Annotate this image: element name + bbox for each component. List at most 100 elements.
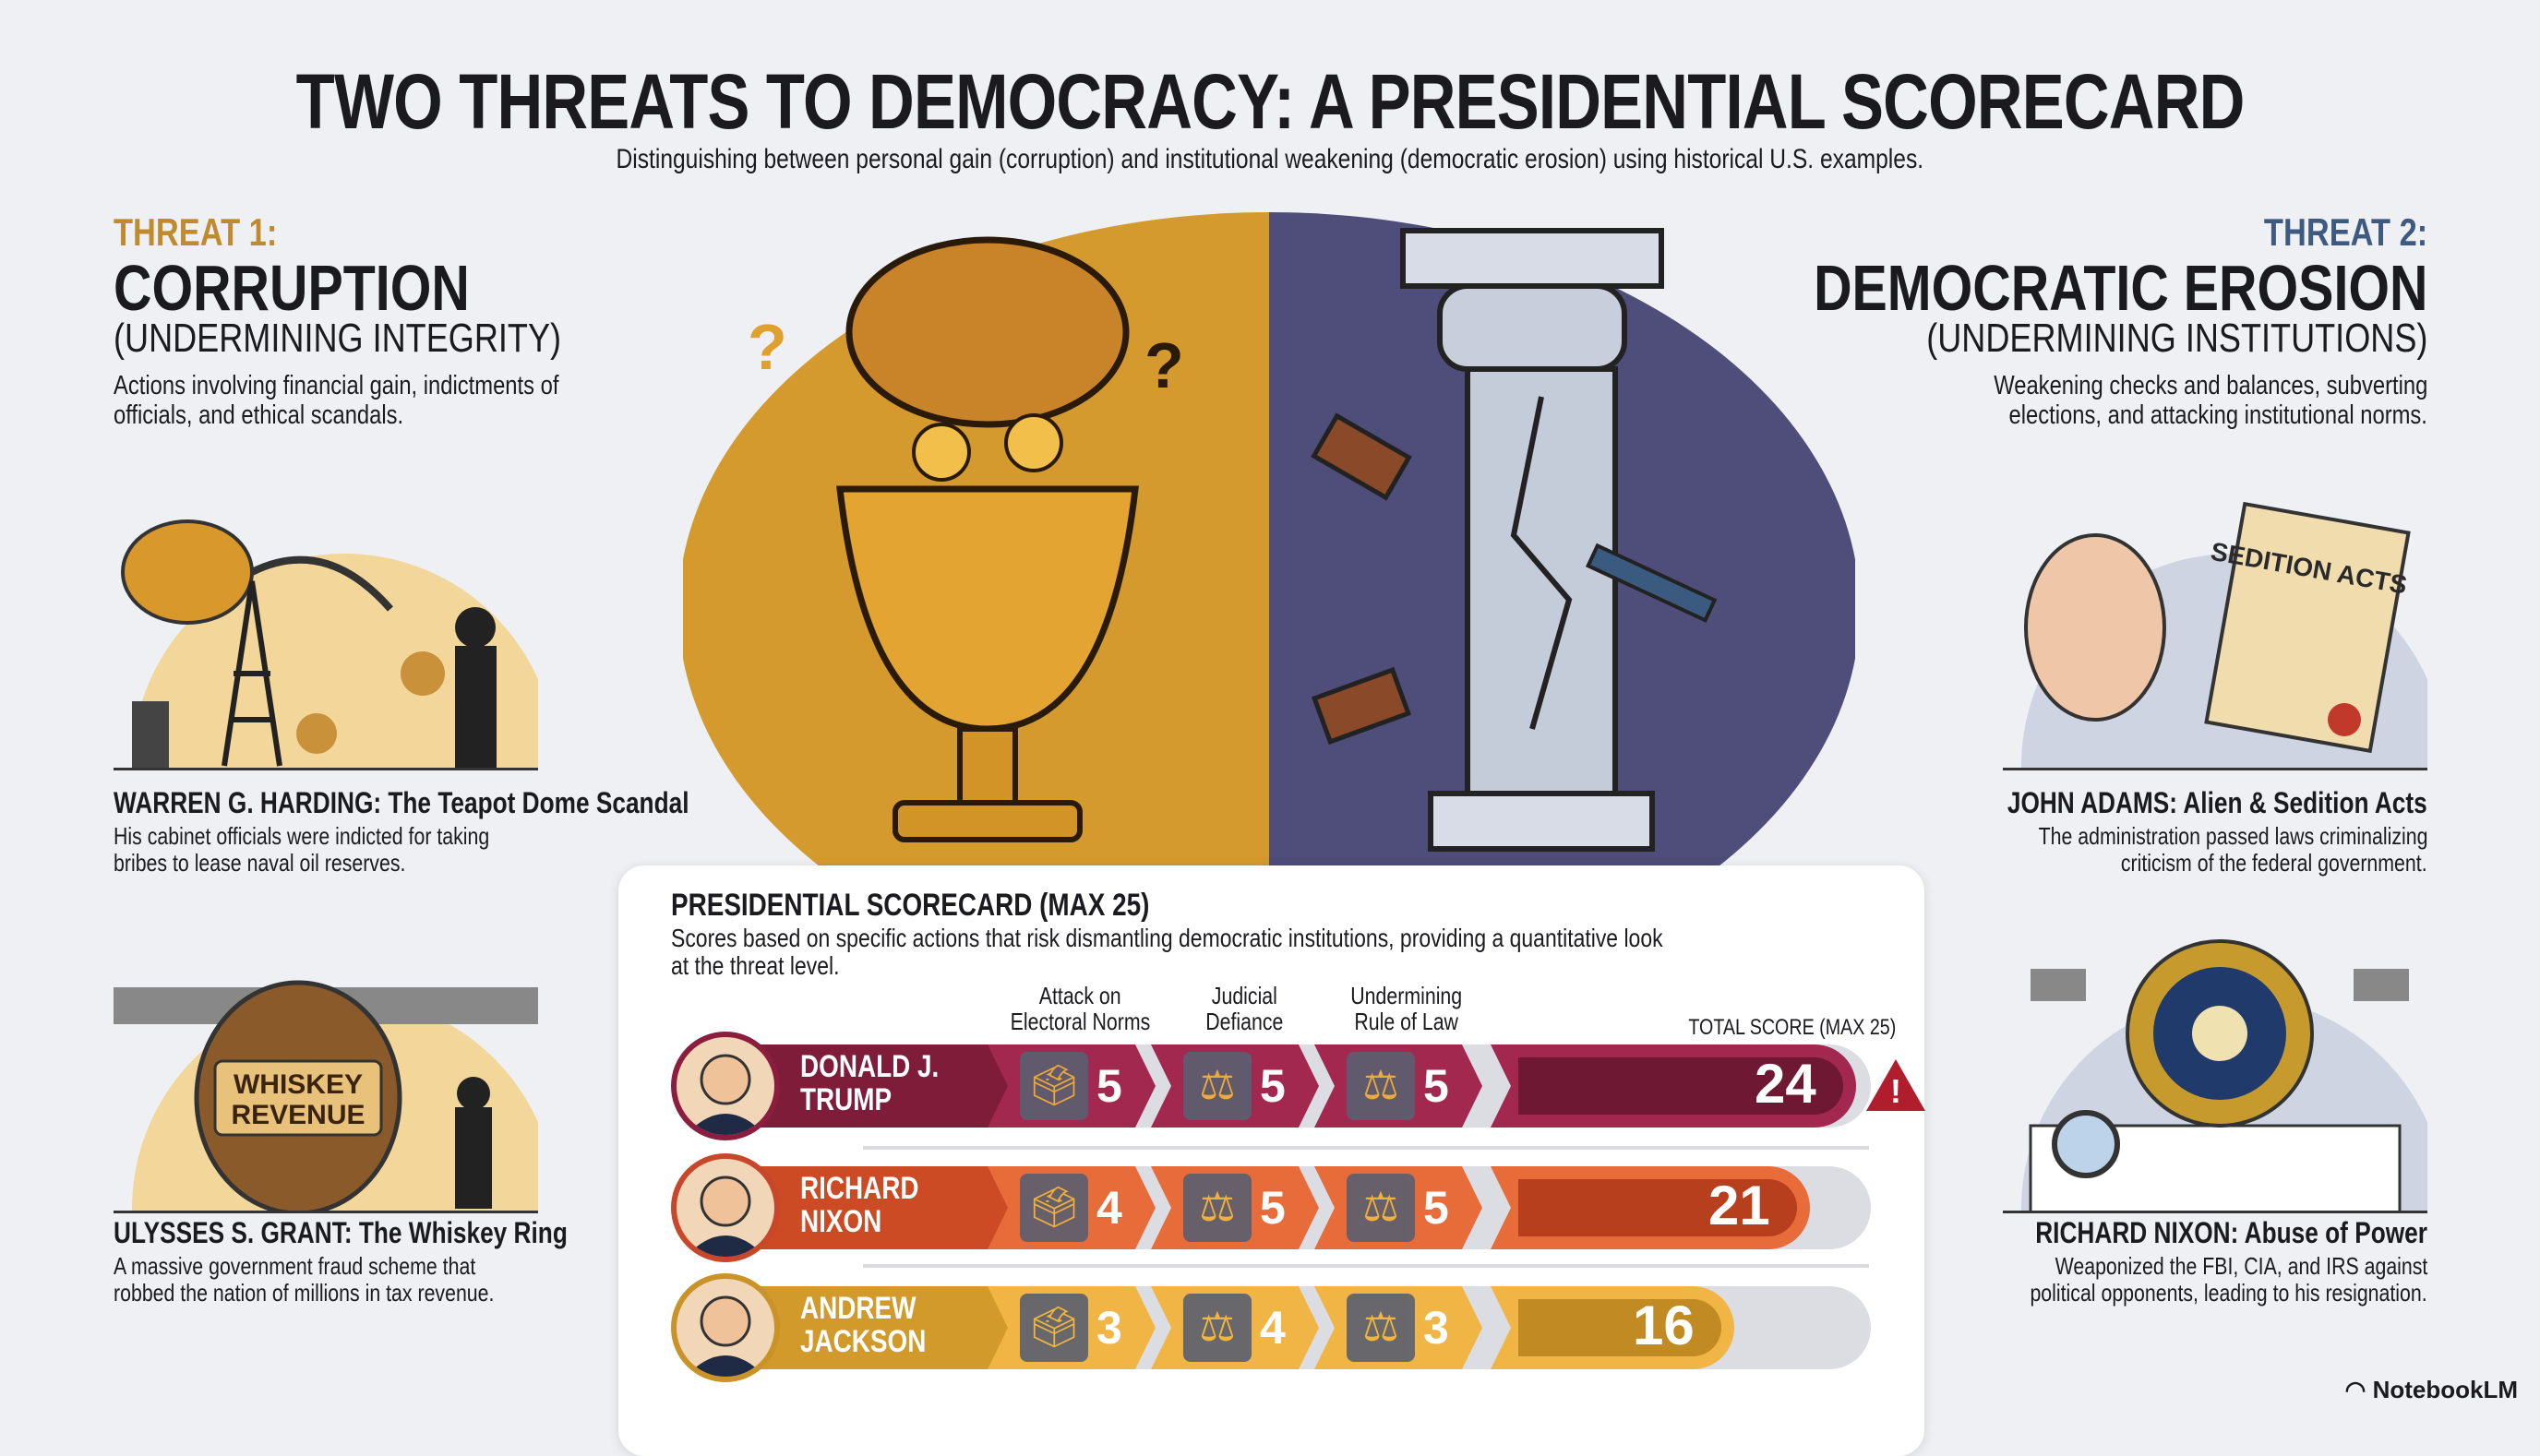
category-score: 3 [1423,1302,1449,1354]
category-score: 5 [1423,1182,1449,1234]
threat2-description: Weakening checks and balances, subvertin… [1899,371,2427,430]
threat2-sub-text: (UNDERMINING INSTITUTIONS) [1925,316,2427,361]
desc-line: Actions involving financial gain, indict… [114,371,559,400]
column-header-electoral: Attack on Electoral Norms [988,983,1172,1034]
president-portrait [671,1273,780,1382]
column-header-judicial: Judicial Defiance [1152,983,1336,1034]
president-portrait [671,1153,780,1262]
total-score: 24 [1755,1053,1816,1115]
president-name: RICHARD NIXON [800,1172,945,1238]
gavel-icon: ⚖ [1183,1294,1252,1362]
sedition-document-icon: SEDITION ACTS [2021,501,2427,768]
threat1-name-text: CORRUPTION [114,252,470,324]
total-score-header: TOTAL SCORE (MAX 25) [1643,1015,1896,1041]
desc-line: A massive government fraud scheme that [114,1252,476,1280]
grant-caption-desc: A massive government fraud scheme that ro… [114,1253,578,1307]
threat1-label-text: THREAT 1: [114,210,278,254]
name-line: NIXON [800,1204,882,1239]
gavel-icon: ⚖ [1183,1052,1252,1120]
header-line: Electoral Norms [1010,1008,1150,1035]
scorecard-row: ANDREW JACKSON 🗳 3 ⚖ 4 ⚖ 3 16 [671,1273,1899,1382]
adams-caption-desc: The administration passed laws criminali… [1953,823,2427,877]
category-score: 4 [1260,1302,1286,1354]
subtitle-text: Distinguishing between personal gain (co… [616,144,1924,174]
category-score: 5 [1096,1060,1122,1112]
row-divider [863,1264,1869,1268]
whiskey-ring-illustration: WHISKEY REVENUE [114,932,538,1213]
portrait-icon [686,1295,765,1377]
name-line: JACKSON [800,1324,927,1359]
nixon-caption-title: RICHARD NIXON: Abuse of Power [1949,1216,2427,1250]
row-divider [863,1146,1869,1150]
scorecard-row: DONALD J. TRUMP 🗳 5 ⚖ 5 ⚖ 5 24 ! [671,1032,1925,1140]
page-title: TWO THREATS TO DEMOCRACY: A PRESIDENTIAL… [0,57,2540,147]
trophy-with-coins-icon: ?? [748,236,1184,842]
watermark: ◠ NotebookLM [2345,1376,2518,1404]
desc-line: Weaponized the FBI, CIA, and IRS against [2055,1252,2427,1280]
threat2-subtitle: (UNDERMINING INSTITUTIONS) [1816,316,2427,362]
threat1-subtitle: (UNDERMINING INTEGRITY) [114,316,660,362]
header-line: Judicial [1211,982,1277,1009]
name-line: TRUMP [800,1082,893,1117]
caption-title-text: ULYSSES S. GRANT: The Whiskey Ring [114,1216,568,1249]
teapot-oil-icon [121,519,538,768]
scorecard-row: RICHARD NIXON 🗳 4 ⚖ 5 ⚖ 5 21 [671,1153,1899,1262]
header-line: Defiance [1204,1008,1284,1035]
gavel-icon: ⚖ [1183,1174,1252,1242]
desc-line: elections, and attacking institutional n… [2008,400,2427,430]
desc-line: criticism of the federal government. [2121,849,2427,877]
notebooklm-icon: ◠ [2344,1376,2373,1403]
desc-line: Weakening checks and balances, subvertin… [1993,371,2427,400]
lady-justice-icon: ⚖ [1347,1294,1415,1362]
teapot-dome-illustration [114,489,538,770]
portrait-icon [686,1054,765,1135]
category-score: 5 [1260,1060,1286,1112]
threat2-name-text: DEMOCRATIC EROSION [1813,252,2427,324]
desc-line: officials, and ethical scandals. [114,400,404,430]
page-subtitle: Distinguishing between personal gain (co… [0,144,2540,175]
harding-caption-desc: His cabinet officials were indicted for … [114,823,572,877]
desc-line: robbed the nation of millions in tax rev… [114,1279,495,1307]
desc-line: The administration passed laws criminali… [2038,822,2427,850]
desc-line: political opponents, leading to his resi… [2030,1279,2427,1307]
threat2-name: DEMOCRATIC EROSION [1679,251,2427,325]
desc-line: bribes to lease naval oil reserves. [114,849,406,877]
scorecard-title: PRESIDENTIAL SCORECARD (MAX 25) [671,888,1254,924]
category-score: 5 [1260,1182,1286,1234]
watermark-text: NotebookLM [2372,1376,2518,1403]
grant-caption-title: ULYSSES S. GRANT: The Whiskey Ring [114,1216,667,1250]
total-score-bar [1491,1286,1734,1369]
scorecard-title-text: PRESIDENTIAL SCORECARD (MAX 25) [671,888,1150,923]
ballot-box-icon: 🗳 [1020,1052,1088,1120]
abuse-of-power-illustration [2003,932,2427,1213]
lady-justice-icon: ⚖ [1347,1174,1415,1242]
adams-caption-title: JOHN ADAMS: Alien & Sedition Acts [1915,786,2427,820]
harding-caption-title: WARREN G. HARDING: The Teapot Dome Scand… [114,786,815,820]
name-line: RICHARD [800,1171,919,1206]
name-line: DONALD J. [800,1049,940,1084]
svg-text:?: ? [748,311,787,383]
president-portrait [671,1032,780,1140]
category-score: 3 [1096,1302,1122,1354]
president-name: ANDREW JACKSON [800,1292,953,1358]
caption-title-text: RICHARD NIXON: Abuse of Power [2035,1216,2427,1249]
category-score: 5 [1423,1060,1449,1112]
total-score: 21 [1708,1175,1770,1236]
threat2-label: THREAT 2: [2228,210,2427,255]
svg-text:?: ? [1144,329,1184,401]
header-line: Rule of Law [1354,1008,1459,1035]
barrel-label: WHISKEY [234,1069,363,1100]
header-line: Attack on [1038,982,1121,1009]
presidential-seal-icon [2021,939,2427,1211]
warning-mark: ! [1890,1072,1901,1110]
warning-icon [1866,1059,1925,1111]
caption-title-text: WARREN G. HARDING: The Teapot Dome Scand… [114,786,689,819]
sedition-acts-illustration: SEDITION ACTS [2003,489,2427,770]
nixon-caption-desc: Weaponized the FBI, CIA, and IRS against… [1943,1253,2427,1307]
name-line: ANDREW [800,1291,917,1326]
president-name: DONALD J. TRUMP [800,1050,969,1116]
desc-line: Scores based on specific actions that ri… [671,924,1663,952]
total-score-bar [1491,1044,1856,1128]
threat1-label: THREAT 1: [114,210,313,255]
caption-title-text: JOHN ADAMS: Alien & Sedition Acts [2007,786,2427,819]
